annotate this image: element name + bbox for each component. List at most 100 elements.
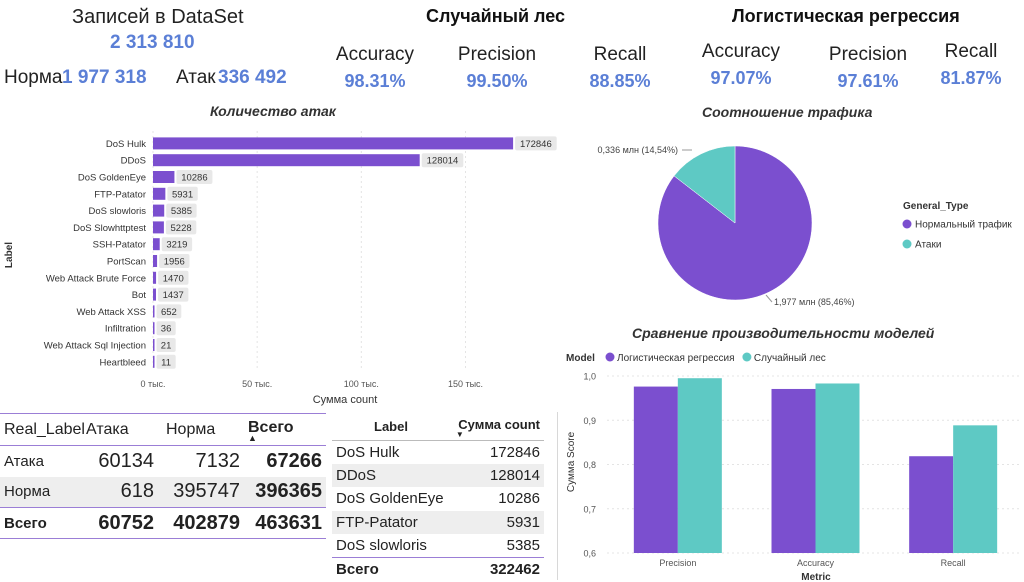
label-cell: FTP-Patator	[332, 510, 452, 534]
category-label: Web Attack Brute Force	[46, 273, 146, 284]
label-cell: DoS slowloris	[336, 537, 427, 554]
lr-accuracy-label: Accuracy	[701, 41, 781, 62]
matrix-cell: 395747	[158, 476, 244, 508]
legend-marker	[742, 352, 752, 362]
leader-line	[765, 294, 773, 303]
legend-title: Model	[566, 353, 595, 364]
data-label-bg	[167, 186, 198, 201]
sort-descending-icon[interactable]: ▲	[248, 432, 257, 443]
y-tick-label: 0,6	[583, 549, 596, 559]
matrix-cell: 402879	[158, 507, 244, 539]
data-label-bg	[156, 304, 182, 319]
matrix-cell: 67266	[266, 449, 322, 472]
y-axis-title: Label	[4, 242, 15, 268]
bar	[953, 425, 998, 553]
legend-label: Логистическая регрессия	[617, 353, 735, 364]
label-table-header-label[interactable]: Label	[332, 414, 452, 441]
matrix-header-real-label[interactable]: Real_Label	[0, 413, 86, 446]
category-label: FTP-Patator	[94, 189, 146, 200]
matrix-cell: 60134	[98, 449, 154, 472]
legend-label: Случайный лес	[754, 353, 826, 364]
x-tick-label: 0 тыс.	[140, 379, 165, 389]
bar	[153, 154, 420, 167]
y-axis-title: Сумма Score	[566, 431, 577, 492]
matrix-total-row: Всего 60752 402879 463631	[0, 507, 326, 539]
table-row: DoS slowloris 5385	[332, 534, 544, 558]
y-tick-label: 0,9	[583, 416, 596, 426]
bar	[153, 187, 166, 200]
label-table-header-row: Label Сумма count ▼	[332, 414, 544, 441]
table-row: FTP-Patator 5931	[332, 510, 544, 534]
bar	[677, 378, 722, 553]
pie-slice	[673, 145, 736, 224]
matrix-cell: 60752	[86, 507, 158, 539]
matrix-cell: 7132	[195, 449, 241, 472]
matrix-header-total-label: Всего	[248, 418, 294, 436]
rf-accuracy-label: Accuracy	[335, 44, 415, 65]
data-label-bg	[176, 170, 213, 184]
data-label-bg	[156, 354, 176, 369]
rf-precision-value: 99.50%	[466, 71, 528, 91]
x-axis-title: Metric	[801, 572, 831, 582]
matrix-total-label: Всего	[0, 507, 86, 539]
matrix-cell: 396365	[244, 476, 326, 508]
norm-label: Норма	[4, 67, 63, 88]
confusion-matrix-table: Real_Label Атака Норма Всего ▲ Атака 601…	[0, 413, 326, 539]
lr-precision-label: Precision	[828, 44, 908, 65]
data-label-bg	[159, 254, 190, 268]
data-label: 128014	[427, 156, 459, 167]
bar	[153, 322, 155, 335]
data-label-bg	[156, 321, 176, 336]
attacks-chart-title: Количество атак	[210, 103, 336, 119]
count-cell: 172846	[489, 443, 540, 461]
rf-recall-value: 88.85%	[589, 71, 651, 91]
label-total-cell: Всего	[332, 557, 452, 581]
table-row: DDoS 128014	[332, 463, 544, 487]
data-label: 1470	[163, 273, 184, 284]
sort-descending-icon[interactable]: ▼	[455, 429, 464, 439]
data-label: 172846	[520, 139, 552, 150]
data-label: 1437	[163, 290, 184, 301]
bar	[153, 171, 175, 183]
data-label: 36	[161, 324, 172, 335]
data-label: 10286	[181, 173, 207, 184]
data-label: 652	[161, 307, 177, 318]
matrix-header-norm[interactable]: Норма	[158, 413, 244, 446]
lr-recall-label: Recall	[944, 41, 998, 62]
slice-data-label: 1,977 млн (85,46%)	[774, 297, 854, 307]
data-label: 21	[161, 341, 172, 352]
matrix-header-attack[interactable]: Атака	[86, 413, 158, 446]
data-label-bg	[515, 136, 557, 151]
table-row: DoS Hulk 172846	[332, 440, 544, 464]
y-tick-label: 0,8	[583, 460, 596, 470]
bar	[633, 386, 678, 553]
bar	[153, 204, 165, 217]
matrix-row-label: Норма	[0, 476, 86, 508]
attacks-bar-chart: 0 тыс. 50 тыс. 100 тыс. 150 тыс. DoS Hulk 172…	[4, 131, 557, 406]
label-cell: DoS Hulk	[336, 443, 400, 461]
data-label-bg	[161, 237, 193, 252]
data-label: 11	[161, 357, 171, 368]
data-label-bg	[421, 153, 464, 168]
matrix-header-row: Real_Label Атака Норма Всего ▲	[0, 413, 326, 446]
bar	[153, 221, 164, 234]
category-label: DoS Hulk	[106, 139, 146, 150]
label-table-header-count[interactable]: Сумма count ▼	[451, 414, 544, 441]
y-tick-label: 1,0	[583, 372, 596, 382]
x-tick-label: 50 тыс.	[242, 379, 272, 389]
label-count-table: Label Сумма count ▼ DoS Hulk 172846 DDoS…	[332, 414, 544, 581]
category-label: Bot	[132, 290, 147, 301]
attack-value: 336 492	[218, 67, 287, 88]
count-total-cell: 322462	[451, 557, 544, 581]
bar	[153, 355, 155, 368]
records-value: 2 313 810	[110, 32, 195, 53]
matrix-header-total[interactable]: Всего ▲	[244, 413, 326, 446]
data-label: 1956	[164, 257, 185, 268]
norm-value: 1 977 318	[62, 67, 147, 88]
category-label: Web Attack Sql Injection	[44, 341, 146, 352]
logistic-title: Логистическая регрессия	[732, 6, 960, 26]
legend-marker	[605, 352, 615, 362]
x-tick-label: Recall	[941, 558, 966, 568]
pie-slice	[657, 145, 813, 301]
bar	[153, 238, 160, 251]
